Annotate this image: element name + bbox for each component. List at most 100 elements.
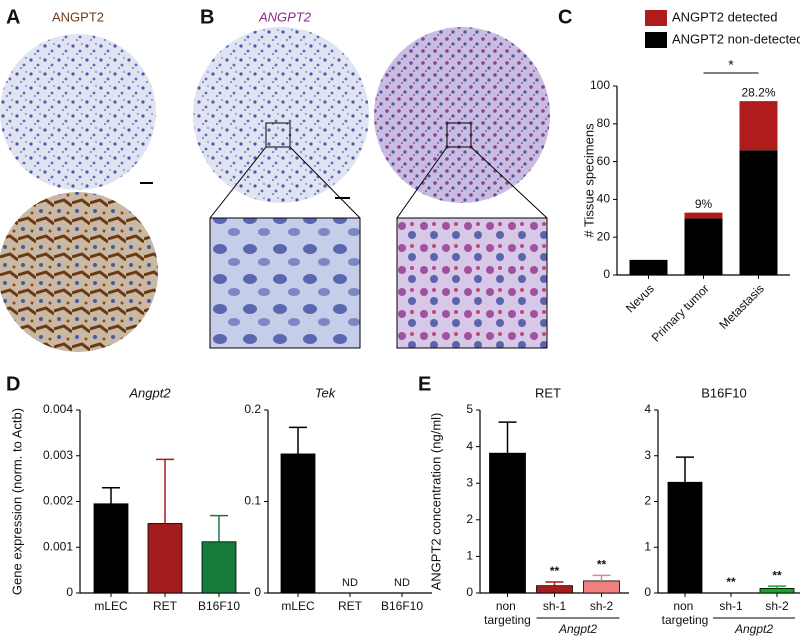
- legend-swatch: [645, 10, 667, 26]
- zoom-image: [209, 217, 361, 349]
- image-label: ANGPT2: [258, 9, 312, 24]
- bar-label: 28.2%: [741, 85, 775, 99]
- significance: *: [728, 57, 734, 73]
- y-tick-label: 20: [597, 229, 611, 243]
- y-tick-label: 0.002: [43, 494, 73, 508]
- bar: [201, 541, 237, 594]
- x-tick-label: sh-2: [590, 599, 614, 613]
- group-label: Angpt2: [734, 622, 773, 636]
- significance: **: [772, 568, 782, 582]
- legend-swatch: [645, 32, 667, 48]
- y-tick-label: 4: [644, 402, 651, 416]
- y-tick-label: 5: [466, 402, 473, 416]
- micrograph: [0, 192, 158, 352]
- y-tick-label: 60: [597, 154, 611, 168]
- value-label: ND: [394, 577, 410, 589]
- bar: [280, 453, 316, 594]
- x-tick-label: non targeting: [484, 599, 531, 627]
- error-bar: [676, 456, 694, 483]
- error-bar: [545, 581, 564, 586]
- chart-title: Angpt2: [128, 385, 171, 400]
- bar-label: 9%: [695, 197, 713, 211]
- bar-segment: [739, 101, 778, 151]
- chart-title: B16F10: [701, 385, 747, 400]
- error-bar: [289, 426, 307, 454]
- chart-title: RET: [535, 385, 561, 400]
- y-tick-label: 0.004: [43, 402, 73, 416]
- micrograph: [193, 27, 369, 203]
- micrograph: [374, 27, 550, 203]
- significance: **: [550, 564, 560, 578]
- panel-letter: A: [6, 6, 20, 28]
- bar: [147, 523, 183, 594]
- y-tick-label: 2: [644, 494, 651, 508]
- y-tick-label: 100: [590, 78, 610, 92]
- panel-letter: C: [558, 6, 572, 28]
- y-axis-label: Gene expression (norm. to Actb): [9, 408, 24, 595]
- bar: [489, 452, 526, 594]
- x-tick-label: B16F10: [198, 599, 240, 613]
- bar-segment: [684, 212, 723, 219]
- y-tick-label: 0: [644, 585, 651, 599]
- bar-segment: [684, 218, 723, 275]
- x-tick-label: sh-1: [543, 599, 567, 613]
- x-tick-label: RET: [153, 599, 178, 613]
- bar: [536, 585, 573, 594]
- significance: **: [597, 558, 607, 572]
- zoom-region: [265, 122, 291, 148]
- legend-label: ANGPT2 non-detected: [672, 31, 800, 46]
- bar: [759, 588, 795, 594]
- error-bar: [210, 514, 228, 542]
- error-bar: [592, 574, 611, 581]
- micrograph: [0, 34, 156, 190]
- y-tick-label: 0.003: [43, 448, 73, 462]
- group-label: Angpt2: [558, 622, 597, 636]
- x-tick-label: Metastasis: [716, 281, 766, 331]
- zoom-image: [396, 217, 548, 349]
- panel-letter: D: [6, 373, 20, 395]
- x-tick-label: RET: [338, 599, 363, 613]
- significance: **: [726, 575, 736, 589]
- y-tick-label: 0.001: [43, 539, 73, 553]
- x-tick-label: non targeting: [662, 599, 709, 627]
- y-tick-label: 2: [466, 512, 473, 526]
- y-tick-label: 0.2: [244, 402, 261, 416]
- y-tick-label: 0: [466, 585, 473, 599]
- zoom-line: [396, 146, 448, 219]
- y-axis-label: # Tissue specimens: [581, 123, 596, 238]
- x-tick-label: B16F10: [381, 599, 423, 613]
- x-tick-label: mLEC: [281, 599, 315, 613]
- y-axis-label: ANGPT2 concentration (ng/ml): [428, 413, 443, 591]
- bar: [583, 580, 620, 594]
- error-bar: [156, 458, 174, 524]
- y-tick-label: 3: [644, 448, 651, 462]
- y-tick-label: 1: [644, 539, 651, 553]
- y-tick-label: 40: [597, 192, 611, 206]
- zoom-region: [446, 122, 472, 148]
- error-bar: [102, 487, 120, 504]
- panel-letter: B: [200, 6, 214, 28]
- zoom-line: [470, 146, 548, 219]
- y-tick-label: 3: [466, 475, 473, 489]
- image-label: ANGPT2: [52, 9, 104, 24]
- x-tick-label: sh-1: [719, 599, 743, 613]
- error-bar: [498, 421, 517, 454]
- x-tick-label: mLEC: [94, 599, 128, 613]
- legend-label: ANGPT2 detected: [672, 9, 778, 24]
- zoom-line: [289, 146, 361, 219]
- bar-segment: [629, 259, 668, 275]
- chart-title: Tek: [315, 385, 337, 400]
- y-tick-label: 0: [254, 585, 261, 599]
- y-tick-label: 0: [66, 585, 73, 599]
- bar: [667, 481, 703, 594]
- y-tick-label: 1: [466, 549, 473, 563]
- y-tick-label: 80: [597, 116, 611, 130]
- x-tick-label: Primary tumor: [649, 281, 712, 344]
- error-bar: [768, 585, 786, 589]
- panel-letter: E: [418, 373, 431, 395]
- zoom-line: [209, 146, 267, 219]
- x-tick-label: Nevus: [623, 281, 657, 315]
- y-tick-label: 0: [603, 267, 610, 281]
- bar-segment: [739, 150, 778, 275]
